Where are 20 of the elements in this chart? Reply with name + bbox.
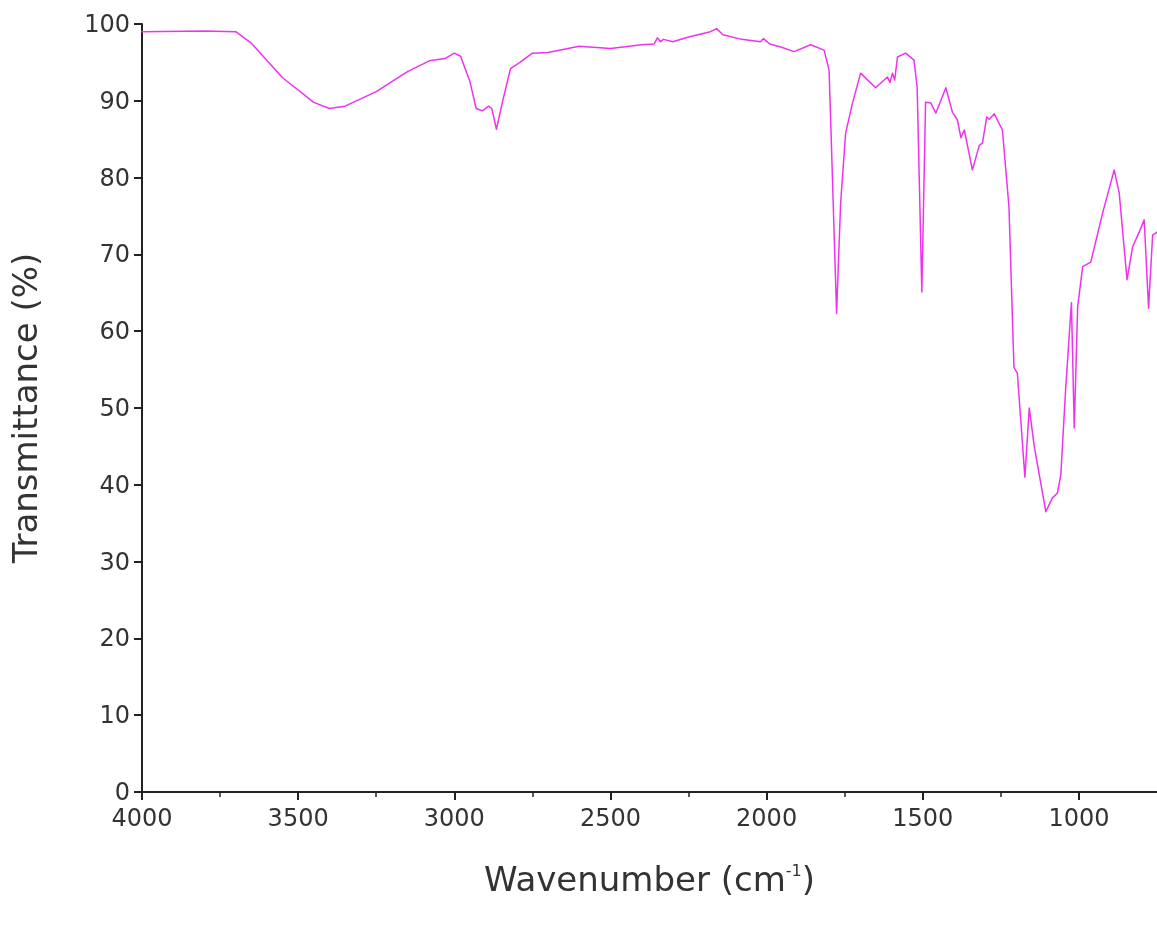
y-tick-label: 20 xyxy=(99,624,130,653)
x-tick-label: 4000 xyxy=(111,804,173,832)
x-tick-label: 3500 xyxy=(267,804,329,832)
y-tick-label: 30 xyxy=(99,547,130,576)
y-axis-title: Transmittance (%) xyxy=(5,252,45,565)
y-tick-label: 90 xyxy=(99,86,130,115)
y-tick-label: 70 xyxy=(99,240,130,269)
y-tick-label: 80 xyxy=(99,163,130,192)
x-tick-label: 1500 xyxy=(892,804,954,832)
x-tick-label: 2000 xyxy=(736,804,798,832)
y-tick-label: 100 xyxy=(84,10,130,38)
y-tick-label: 40 xyxy=(99,470,130,499)
line-series xyxy=(141,27,1157,513)
x-tick-label: 1000 xyxy=(1048,804,1110,832)
y-tick-label: 60 xyxy=(99,317,130,346)
x-tick-label: 2500 xyxy=(579,804,641,832)
y-tick-label: 0 xyxy=(114,778,130,806)
x-tick-label: 3000 xyxy=(423,804,485,832)
y-tick-label: 50 xyxy=(99,394,130,422)
y-tick-label: 10 xyxy=(99,701,130,730)
